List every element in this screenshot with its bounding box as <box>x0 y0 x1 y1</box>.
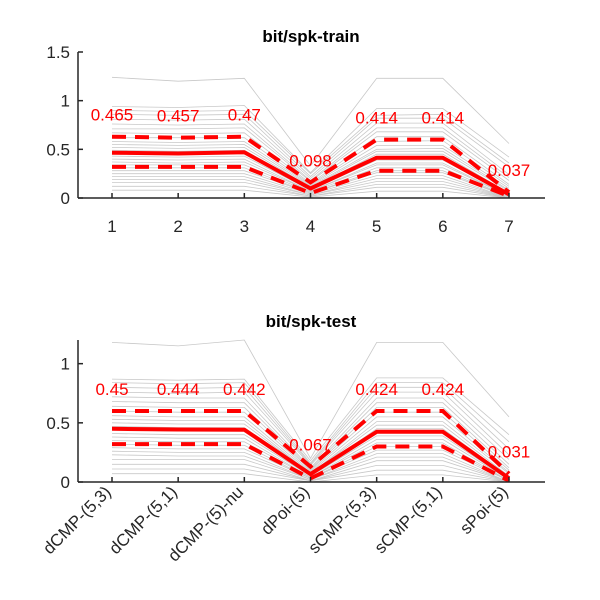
background-line <box>111 405 510 471</box>
background-line <box>111 377 510 462</box>
series-line-lower <box>112 442 510 483</box>
background-line <box>111 105 510 174</box>
data-label: 0.414 <box>422 109 465 128</box>
background-line <box>111 433 510 480</box>
chart-title: bit/spk-train <box>262 27 359 46</box>
data-label: 0.098 <box>289 151 332 170</box>
data-label: 0.424 <box>422 380 465 399</box>
x-tick-label: 2 <box>173 217 182 236</box>
data-label: 0.47 <box>228 106 261 125</box>
background-line <box>112 164 510 198</box>
background-line <box>111 76 510 167</box>
data-label: 0.442 <box>223 380 266 399</box>
background-line <box>111 382 510 464</box>
x-tick-label: 3 <box>240 217 249 236</box>
y-tick-label: 0.5 <box>46 140 70 159</box>
x-tick-label: 7 <box>504 217 513 236</box>
data-label: 0.444 <box>157 380 200 399</box>
x-tick-label: dPoi-(5) <box>257 482 313 538</box>
x-tick-label: 4 <box>306 217 315 236</box>
data-label: 0.457 <box>157 107 200 126</box>
x-tick-label: sPoi-(5) <box>456 482 512 538</box>
background-line <box>111 118 510 180</box>
data-label: 0.45 <box>95 380 128 399</box>
train-chart: bit/spk-train 0 0.5 1 1.5 1 2 3 4 5 6 7 0.465 0.457 0… <box>46 27 545 236</box>
data-label: 0.067 <box>289 436 332 455</box>
y-tick-label: 0.5 <box>46 414 70 433</box>
x-tick-label: dCMP-(5,3) <box>39 482 115 558</box>
y-tick-label: 1 <box>61 355 70 374</box>
x-tick-label: sCMP-(5,1) <box>371 482 446 557</box>
x-tick-label: 1 <box>107 217 116 236</box>
background-line <box>111 113 510 178</box>
x-tick-label: 5 <box>372 217 381 236</box>
chart-title: bit/spk-test <box>266 312 357 331</box>
test-chart: bit/spk-test 00.51dCMP-(5,3)dCMP-(5,1)dC… <box>39 312 545 565</box>
background-line <box>111 109 510 175</box>
y-tick-label: 1 <box>61 92 70 111</box>
background-line <box>111 141 510 189</box>
background-line <box>111 339 510 460</box>
series-line-upper <box>111 134 511 194</box>
y-tick-label: 1.5 <box>46 43 70 62</box>
x-tick-label: sCMP-(5,3) <box>305 482 380 557</box>
series-line-mean <box>111 150 510 197</box>
x-tick-label: 6 <box>438 217 447 236</box>
data-label: 0.465 <box>91 106 134 125</box>
y-tick-label: 0 <box>61 473 70 492</box>
data-label: 0.031 <box>488 443 531 462</box>
data-label: 0.424 <box>355 380 398 399</box>
background-line <box>111 161 510 197</box>
data-label: 0.037 <box>488 161 531 180</box>
y-tick-label: 0 <box>61 189 70 208</box>
series-line-upper <box>112 409 511 476</box>
series-line-mean <box>111 426 511 480</box>
data-label: 0.414 <box>355 109 398 128</box>
